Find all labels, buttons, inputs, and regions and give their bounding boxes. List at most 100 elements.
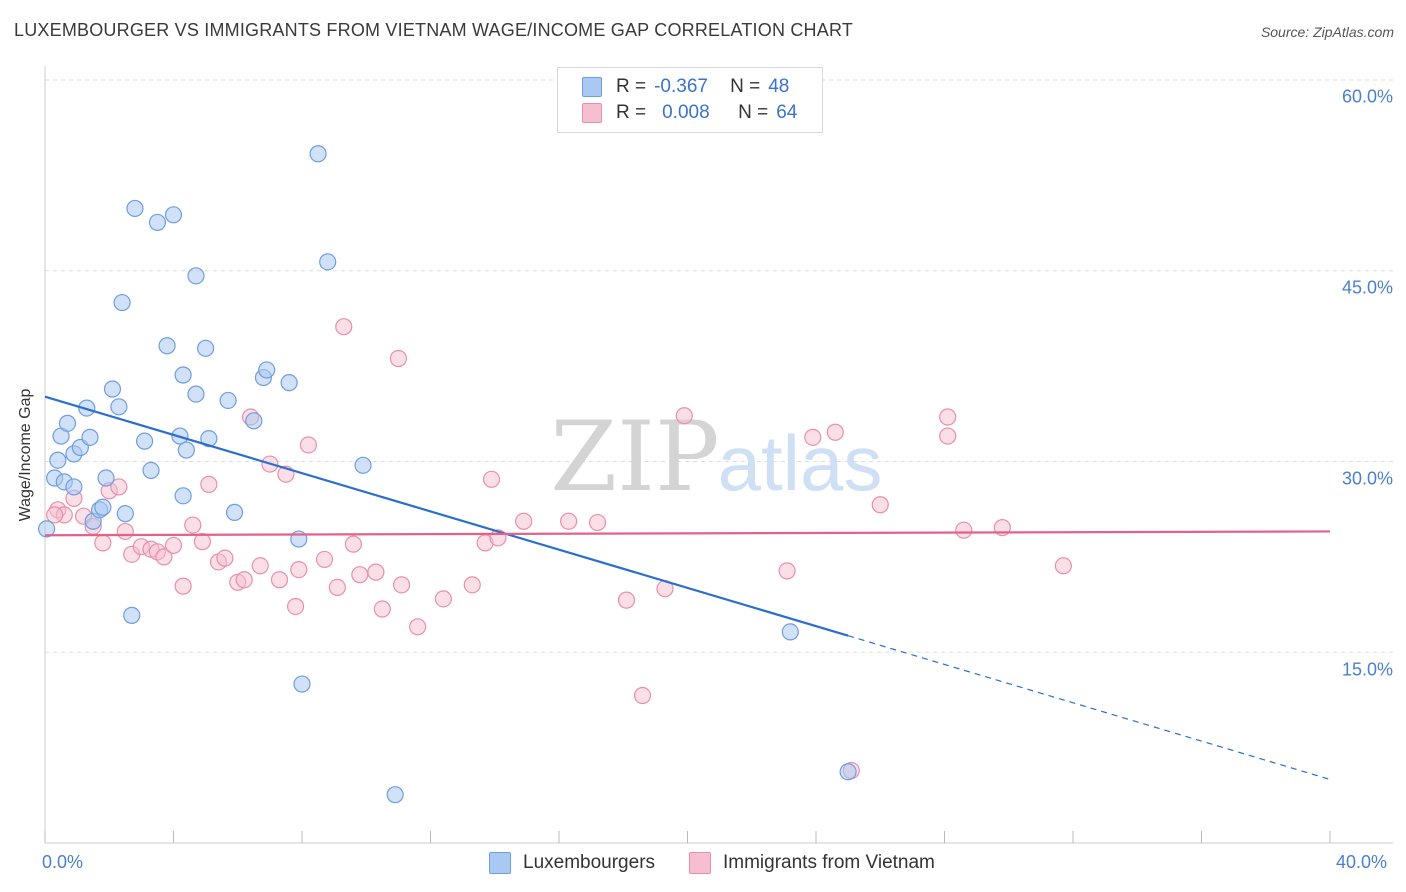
legend-swatch-blue <box>582 77 602 97</box>
luxembourger-point <box>38 520 56 538</box>
vietnam-point <box>373 600 391 618</box>
luxembourger-point <box>386 786 404 804</box>
legend-row-vietnam: R = 0.008 N = 64 <box>582 101 797 125</box>
vietnam-point <box>955 521 973 539</box>
legend-swatch-pink <box>582 103 602 123</box>
luxembourger-point <box>164 206 183 224</box>
legend-n-value: 64 <box>776 102 798 123</box>
vietnam-point <box>367 563 385 581</box>
legend-n-label: N = <box>730 76 761 97</box>
vietnam-point <box>164 536 183 555</box>
bottom-legend-label: Luxembourgers <box>523 852 656 873</box>
axes <box>44 66 1393 844</box>
luxembourger-point <box>309 145 327 163</box>
vietnam-point <box>315 550 334 569</box>
vietnam-point <box>328 578 346 596</box>
x-tick-label: 0.0% <box>42 852 84 872</box>
luxembourger-point <box>97 469 115 487</box>
vietnam-point <box>633 686 652 705</box>
source-note: Source: ZipAtlas.com <box>1260 24 1394 40</box>
vietnam-point <box>110 478 128 496</box>
luxembourger-point <box>174 487 192 505</box>
luxembourger-point <box>81 428 99 446</box>
luxembourger-point <box>116 505 134 523</box>
bottom-legend-vietnam[interactable]: Immigrants from Vietnam <box>689 852 935 874</box>
vietnam-point <box>588 513 607 532</box>
vietnam-point <box>409 618 427 636</box>
luxembourger-point <box>126 199 144 218</box>
luxembourger-point <box>187 267 205 285</box>
vietnam-point <box>1054 557 1072 575</box>
vietnam-point <box>778 562 796 580</box>
chart-title: LUXEMBOURGER VS IMMIGRANTS FROM VIETNAM … <box>14 20 854 40</box>
vietnam-point <box>286 597 305 616</box>
luxembourger-point <box>839 763 857 781</box>
vietnam-point <box>939 427 957 445</box>
luxembourger-point <box>123 606 141 624</box>
vietnam-point <box>251 557 269 575</box>
vietnam-point <box>290 560 308 579</box>
vietnam-point <box>351 566 369 584</box>
luxembourger-point <box>110 398 128 416</box>
series-immigrants-from-vietnam <box>46 318 1072 780</box>
vietnam-point <box>200 475 218 493</box>
vietnam-trendline <box>44 530 1331 537</box>
x-tick-label: 40.0% <box>1336 852 1388 872</box>
luxembourger-point <box>354 456 372 474</box>
vietnam-point <box>463 576 481 594</box>
legend-r-label: R = <box>616 76 647 97</box>
vietnam-point <box>515 512 533 530</box>
vietnam-point <box>482 470 501 488</box>
luxembourger-point <box>225 503 244 521</box>
bottom-legend-swatch-blue <box>489 852 511 874</box>
watermark-atlas: atlas <box>718 419 883 507</box>
vietnam-point <box>804 428 822 446</box>
luxembourger-point <box>781 623 799 641</box>
series-luxembourgers <box>38 145 857 804</box>
luxembourger-point <box>142 461 160 480</box>
vietnam-point <box>116 522 134 541</box>
luxembourger-point <box>219 391 237 410</box>
bottom-legend-swatch-pink <box>689 852 711 874</box>
luxembourger-point <box>293 675 311 693</box>
gridlines <box>45 79 1393 653</box>
vietnam-point <box>216 549 234 567</box>
legend-r-label: R = <box>616 102 647 123</box>
vietnam-point <box>335 318 353 336</box>
luxembourger-point <box>113 293 131 312</box>
luxembourger-point <box>135 432 154 450</box>
y-tick-label: 15.0% <box>1341 659 1393 680</box>
y-tick-label: 30.0% <box>1341 468 1393 489</box>
bottom-legend-luxembourgers[interactable]: Luxembourgers <box>489 852 655 874</box>
legend-n-label: N = <box>738 102 769 123</box>
legend-r-value: -0.367 <box>654 76 708 97</box>
luxembourger-point <box>158 337 176 355</box>
luxembourger-point <box>187 385 205 403</box>
luxembourgers-trendline <box>44 395 849 637</box>
vietnam-point <box>560 512 578 530</box>
vietnam-point <box>270 571 289 589</box>
vietnam-point <box>174 577 192 595</box>
bottom-legend-label: Immigrants from Vietnam <box>723 852 935 873</box>
vietnam-point <box>155 548 173 566</box>
vietnam-point <box>675 407 693 425</box>
y-tick-label: 45.0% <box>1341 277 1393 298</box>
luxembourger-point <box>177 441 195 459</box>
y-tick-label: 60.0% <box>1341 86 1393 107</box>
vietnam-point <box>389 349 407 368</box>
vietnam-point <box>617 591 636 609</box>
vietnam-point <box>94 534 112 552</box>
luxembourger-point <box>103 380 122 398</box>
luxembourger-point <box>258 361 276 379</box>
luxembourgers-trendline-extension <box>847 635 1331 780</box>
legend: R = -0.367 N = 48 R = 0.008 N = 64 <box>557 67 823 133</box>
luxembourger-point <box>65 478 83 496</box>
vietnam-point <box>939 408 957 426</box>
legend-r-value: 0.008 <box>662 102 710 123</box>
luxembourger-point <box>94 498 112 516</box>
vietnam-point <box>344 535 362 553</box>
luxembourger-point <box>319 253 337 271</box>
vietnam-point <box>235 571 253 589</box>
vietnam-point <box>826 423 844 441</box>
